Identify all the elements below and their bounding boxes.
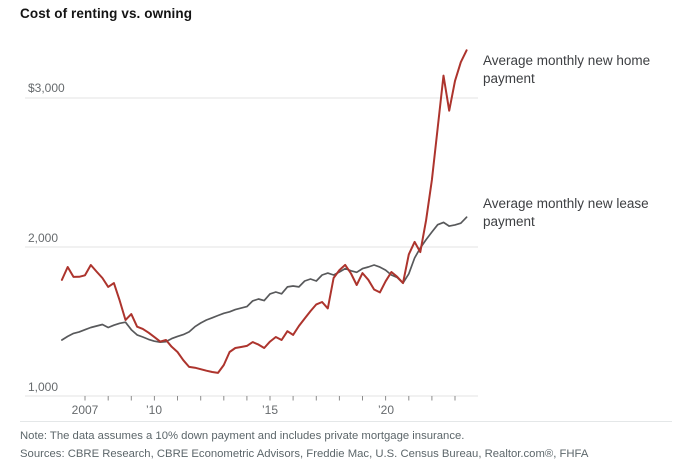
x-axis-label-2015: ’15 [261, 403, 279, 417]
x-axis-label-2007: 2007 [71, 403, 99, 417]
y-axis-label-1000: 1,000 [28, 380, 59, 394]
chart-footer: Note: The data assumes a 10% down paymen… [20, 421, 672, 464]
chart-title: Cost of renting vs. owning [20, 6, 193, 21]
y-axis-label-3000: $3,000 [28, 81, 65, 95]
series-line-lease [61, 216, 468, 343]
series-label-home: Average monthly new home payment [483, 53, 651, 86]
series-label-lease: Average monthly new lease payment [483, 196, 649, 229]
series-line-home [60, 49, 468, 374]
chart-sources: Sources: CBRE Research, CBRE Econometric… [20, 447, 589, 460]
x-axis-label-2020: ’20 [377, 403, 395, 417]
chart-note: Note: The data assumes a 10% down paymen… [20, 430, 465, 442]
y-axis-label-2000: 2,000 [28, 231, 59, 245]
x-axis-label-2010: ’10 [145, 403, 163, 417]
